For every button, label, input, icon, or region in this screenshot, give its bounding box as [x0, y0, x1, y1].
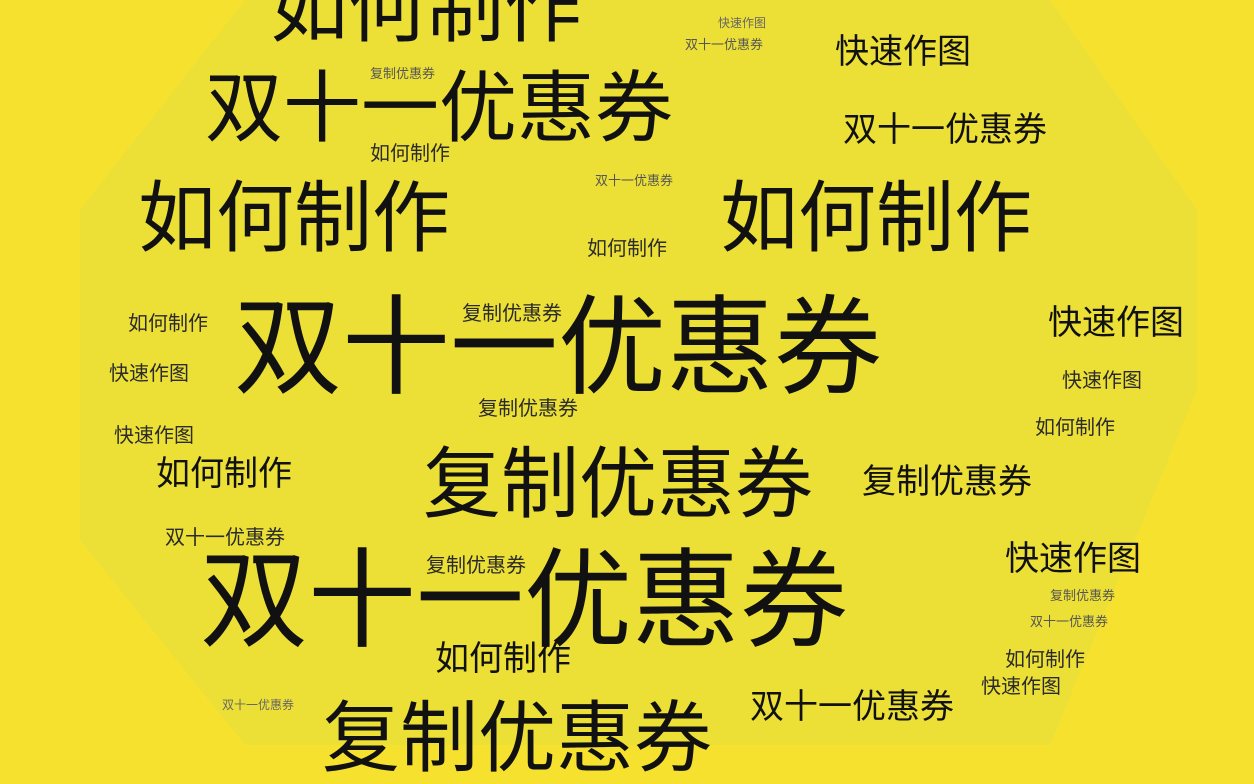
word-cloud-word: 快速作图	[114, 423, 194, 447]
word-cloud-word: 如何制作	[720, 174, 1033, 264]
word-cloud-word: 如何制作	[138, 174, 451, 264]
word-cloud-word: 如何制作	[587, 236, 667, 260]
word-cloud-word: 双十一优惠券	[685, 38, 764, 53]
word-cloud-word: 双十一优惠券	[165, 525, 285, 549]
word-cloud-word: 如何制作	[435, 639, 571, 679]
word-cloud-word: 复制优惠券	[370, 67, 436, 82]
word-cloud-word: 如何制作	[370, 141, 450, 165]
word-cloud-word: 快速作图	[1005, 539, 1141, 579]
word-cloud-word: 如何制作	[270, 0, 583, 54]
word-cloud-word: 快速作图	[835, 32, 971, 72]
word-cloud-word: 快速作图	[981, 674, 1061, 698]
word-cloud-word: 复制优惠券	[322, 694, 713, 784]
word-cloud-word: 双十一优惠券	[1030, 615, 1109, 630]
word-cloud-word: 快速作图	[109, 361, 189, 385]
word-cloud-word: 快速作图	[1048, 303, 1184, 343]
cloud-background-shape	[80, 0, 1197, 745]
word-cloud-word: 复制优惠券	[478, 396, 578, 420]
word-cloud-word: 复制优惠券	[862, 462, 1032, 502]
word-cloud-word: 快速作图	[718, 16, 767, 30]
word-cloud-word: 双十一优惠券	[200, 539, 849, 664]
word-cloud-word: 双十一优惠券	[595, 174, 674, 189]
word-cloud-word: 如何制作	[1035, 415, 1115, 439]
word-cloud-word: 双十一优惠券	[750, 687, 954, 727]
word-cloud-word: 双十一优惠券	[234, 286, 883, 411]
word-cloud-word: 快速作图	[1062, 368, 1142, 392]
word-cloud-word: 如何制作	[1005, 647, 1085, 671]
word-cloud-word: 如何制作	[128, 311, 208, 335]
word-cloud-word: 复制优惠券	[426, 553, 526, 577]
word-cloud-word: 复制优惠券	[462, 301, 562, 325]
word-cloud-word: 复制优惠券	[1050, 589, 1116, 604]
word-cloud-shape	[0, 0, 1254, 745]
word-cloud-word: 双十一优惠券	[205, 64, 674, 154]
word-cloud-word: 复制优惠券	[423, 440, 814, 530]
word-cloud-word: 双十一优惠券	[843, 110, 1047, 150]
word-cloud-word: 双十一优惠券	[222, 698, 295, 712]
word-cloud-word: 如何制作	[156, 454, 292, 494]
